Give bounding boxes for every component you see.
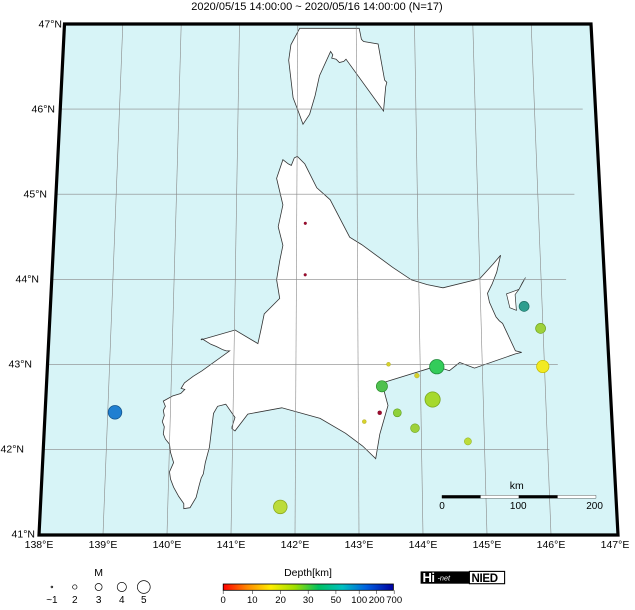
svg-text:2: 2 — [72, 595, 78, 606]
svg-text:20: 20 — [275, 595, 286, 606]
svg-text:2020/05/15 14:00:00 ~ 2020/05/: 2020/05/15 14:00:00 ~ 2020/05/16 14:00:0… — [191, 1, 442, 13]
svg-text:100: 100 — [351, 595, 367, 606]
svg-text:3: 3 — [96, 595, 102, 606]
svg-text:147°E: 147°E — [601, 539, 630, 551]
svg-text:km: km — [510, 480, 524, 492]
svg-text:138°E: 138°E — [25, 539, 54, 551]
svg-text:Hi: Hi — [423, 570, 435, 585]
svg-text:30: 30 — [303, 595, 314, 606]
svg-text:~1: ~1 — [46, 595, 58, 606]
svg-text:144°E: 144°E — [409, 539, 438, 551]
svg-text:142°E: 142°E — [281, 539, 310, 551]
svg-text:-net: -net — [438, 573, 452, 582]
svg-text:4: 4 — [119, 595, 125, 606]
svg-text:100: 100 — [510, 501, 527, 512]
svg-text:200: 200 — [369, 595, 385, 606]
svg-text:200: 200 — [586, 501, 603, 512]
svg-text:141°E: 141°E — [217, 539, 246, 551]
svg-text:10: 10 — [247, 595, 258, 606]
svg-text:139°E: 139°E — [89, 539, 118, 551]
svg-text:NIED: NIED — [472, 573, 498, 585]
svg-text:145°E: 145°E — [473, 539, 502, 551]
svg-text:700: 700 — [386, 595, 402, 606]
svg-text:46°N: 46°N — [32, 104, 55, 116]
svg-text:50: 50 — [331, 595, 342, 606]
svg-text:140°E: 140°E — [153, 539, 182, 551]
svg-text:146°E: 146°E — [537, 539, 566, 551]
svg-text:42°N: 42°N — [1, 444, 24, 456]
svg-text:5: 5 — [141, 595, 147, 606]
svg-text:45°N: 45°N — [24, 189, 47, 201]
svg-text:M: M — [94, 567, 103, 579]
svg-text:43°N: 43°N — [9, 359, 32, 371]
svg-text:Depth[km]: Depth[km] — [284, 567, 332, 579]
svg-text:143°E: 143°E — [345, 539, 374, 551]
svg-text:0: 0 — [439, 501, 445, 512]
svg-text:47°N: 47°N — [39, 19, 62, 31]
svg-text:0: 0 — [221, 595, 226, 606]
svg-text:44°N: 44°N — [16, 274, 39, 286]
